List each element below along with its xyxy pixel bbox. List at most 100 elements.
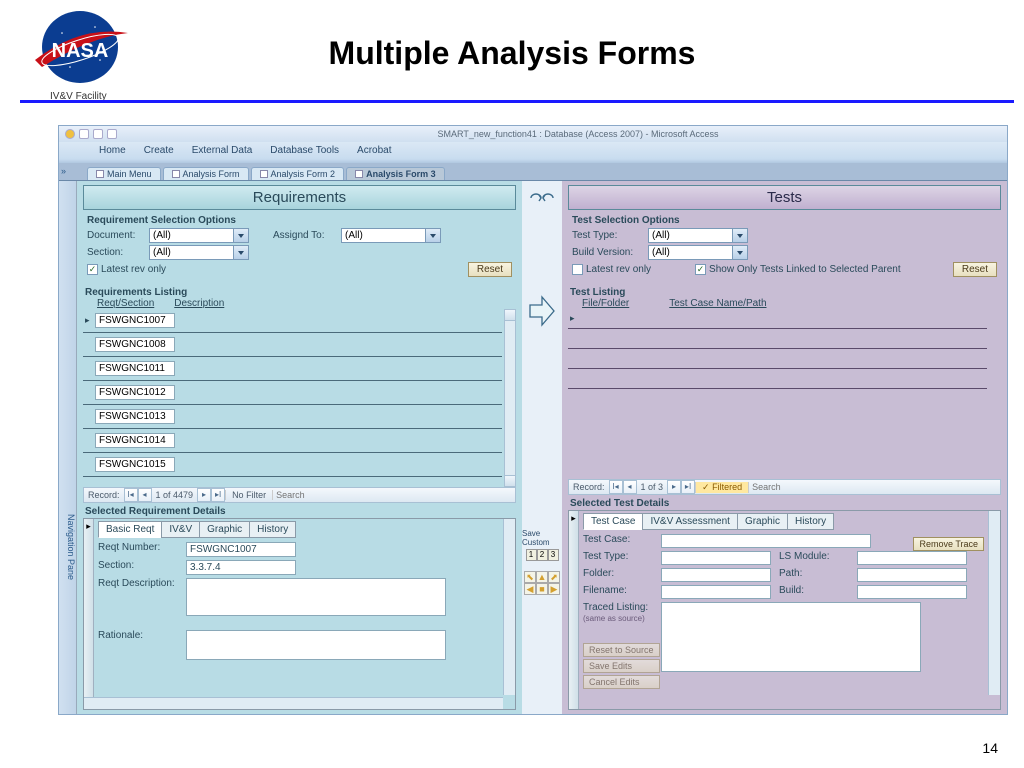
save-icon[interactable] (79, 129, 89, 139)
redo-icon[interactable] (107, 129, 117, 139)
tab-analysis-1[interactable]: Analysis Form (163, 167, 249, 180)
save-edits-button[interactable]: Save Edits (583, 659, 660, 673)
list-row[interactable]: FSWGNC1013 (83, 405, 502, 429)
testtype-field[interactable] (661, 551, 771, 565)
section-combo[interactable]: (All) (149, 245, 249, 260)
tab-ivv[interactable]: IV&V (161, 521, 200, 538)
tests-title: Tests (568, 185, 1001, 210)
list-row[interactable] (568, 329, 987, 349)
show-linked-checkbox[interactable]: ✓Show Only Tests Linked to Selected Pare… (695, 264, 901, 275)
col-file-folder[interactable]: File/Folder (582, 298, 629, 309)
list-row[interactable]: FSWGNC1012 (83, 381, 502, 405)
req-reset-button[interactable]: Reset (468, 262, 512, 277)
list-row[interactable] (568, 349, 987, 369)
build-field[interactable] (857, 585, 967, 599)
combo-value: (All) (153, 247, 171, 258)
tab-ivv-assessment[interactable]: IV&V Assessment (642, 513, 737, 530)
tab-analysis-2[interactable]: Analysis Form 2 (251, 167, 345, 180)
h-scrollbar[interactable] (84, 697, 503, 709)
test-listing: ▸ (568, 309, 1001, 399)
nav-next-button[interactable]: ▸ (667, 480, 681, 494)
test-details-title: Selected Test Details (570, 498, 999, 509)
test-latest-checkbox[interactable]: Latest rev only (572, 264, 651, 275)
nav-up-right[interactable]: ⬈ (548, 571, 560, 583)
lsmodule-field[interactable] (857, 551, 967, 565)
save-slot-3[interactable]: 3 (548, 549, 559, 561)
search-input[interactable] (749, 482, 799, 492)
tab-graphic[interactable]: Graphic (737, 513, 788, 530)
nav-center[interactable]: ■ (536, 583, 548, 595)
ribbon-tab-dbtools[interactable]: Database Tools (270, 145, 339, 156)
sync-icon[interactable] (529, 191, 555, 205)
ribbon-tab-create[interactable]: Create (144, 145, 174, 156)
tab-analysis-3[interactable]: Analysis Form 3 (346, 167, 445, 180)
undo-icon[interactable] (93, 129, 103, 139)
scrollbar[interactable] (504, 309, 516, 487)
cancel-edits-button[interactable]: Cancel Edits (583, 675, 660, 689)
tab-test-case[interactable]: Test Case (583, 513, 643, 530)
list-row[interactable]: FSWGNC1008 (83, 333, 502, 357)
path-field[interactable] (857, 568, 967, 582)
office-button-icon[interactable] (65, 129, 75, 139)
nav-right[interactable]: ▶ (548, 583, 560, 595)
filter-indicator[interactable]: ✓ Filtered (695, 482, 749, 493)
nav-last-button[interactable]: ▸I (681, 480, 695, 494)
ribbon-tab-home[interactable]: Home (99, 145, 126, 156)
col-reqt-section[interactable]: Reqt/Section (97, 298, 154, 309)
list-row[interactable] (568, 369, 987, 389)
nav-prev-button[interactable]: ◂ (623, 480, 637, 494)
nav-up[interactable]: ▲ (536, 571, 548, 583)
middle-column: Save Custom 1 2 3 ⬉▲⬈ ◀■▶ (522, 181, 562, 714)
assigned-combo[interactable]: (All) (341, 228, 441, 243)
tab-main-menu[interactable]: Main Menu (87, 167, 161, 180)
build-version-combo[interactable]: (All) (648, 245, 748, 260)
nav-prev-button[interactable]: ◂ (138, 488, 152, 502)
cell-value: FSWGNC1008 (95, 337, 175, 352)
navigation-pane-toggle[interactable]: Navigation Pane (59, 181, 77, 714)
form-icon (96, 170, 104, 178)
reqt-number-field[interactable]: FSWGNC1007 (186, 542, 296, 557)
nav-up-left[interactable]: ⬉ (524, 571, 536, 583)
list-row[interactable]: FSWGNC1015 (83, 453, 502, 477)
nav-left[interactable]: ◀ (524, 583, 536, 595)
filename-field[interactable] (661, 585, 771, 599)
description-field[interactable] (186, 578, 446, 616)
testcase-field[interactable] (661, 534, 871, 548)
nav-next-button[interactable]: ▸ (197, 488, 211, 502)
record-selector[interactable]: ▸ (84, 519, 94, 709)
test-type-combo[interactable]: (All) (648, 228, 748, 243)
filter-indicator[interactable]: No Filter (225, 490, 273, 500)
list-row[interactable]: ▸FSWGNC1007 (83, 309, 502, 333)
latest-rev-checkbox[interactable]: ✓Latest rev only (87, 264, 166, 275)
quick-access-toolbar[interactable] (65, 129, 155, 139)
remove-trace-button[interactable]: Remove Trace (913, 537, 984, 551)
list-row[interactable]: FSWGNC1014 (83, 429, 502, 453)
nav-last-button[interactable]: ▸I (211, 488, 225, 502)
scrollbar[interactable] (988, 511, 1000, 695)
col-description[interactable]: Description (174, 298, 224, 309)
save-slot-2[interactable]: 2 (537, 549, 548, 561)
document-combo[interactable]: (All) (149, 228, 249, 243)
save-slot-1[interactable]: 1 (526, 549, 537, 561)
record-selector[interactable]: ▸ (569, 511, 579, 709)
traced-listing-field[interactable] (661, 602, 921, 672)
ribbon-tab-external[interactable]: External Data (192, 145, 253, 156)
tab-history[interactable]: History (787, 513, 834, 530)
test-reset-button[interactable]: Reset (953, 262, 997, 277)
expand-tabs-icon[interactable]: » (61, 166, 66, 176)
ribbon-tab-acrobat[interactable]: Acrobat (357, 145, 391, 156)
tab-history[interactable]: History (249, 521, 296, 538)
search-input[interactable] (273, 490, 323, 500)
list-row[interactable]: FSWGNC1011 (83, 357, 502, 381)
folder-field[interactable] (661, 568, 771, 582)
list-row[interactable]: ▸ (568, 309, 987, 329)
section-field[interactable]: 3.3.7.4 (186, 560, 296, 575)
scrollbar[interactable] (503, 519, 515, 695)
tab-graphic[interactable]: Graphic (199, 521, 250, 538)
tab-basic-reqt[interactable]: Basic Reqt (98, 521, 162, 538)
col-testcase[interactable]: Test Case Name/Path (669, 298, 766, 309)
rationale-field[interactable] (186, 630, 446, 660)
nav-first-button[interactable]: I◂ (124, 488, 138, 502)
nav-first-button[interactable]: I◂ (609, 480, 623, 494)
reset-source-button[interactable]: Reset to Source (583, 643, 660, 657)
